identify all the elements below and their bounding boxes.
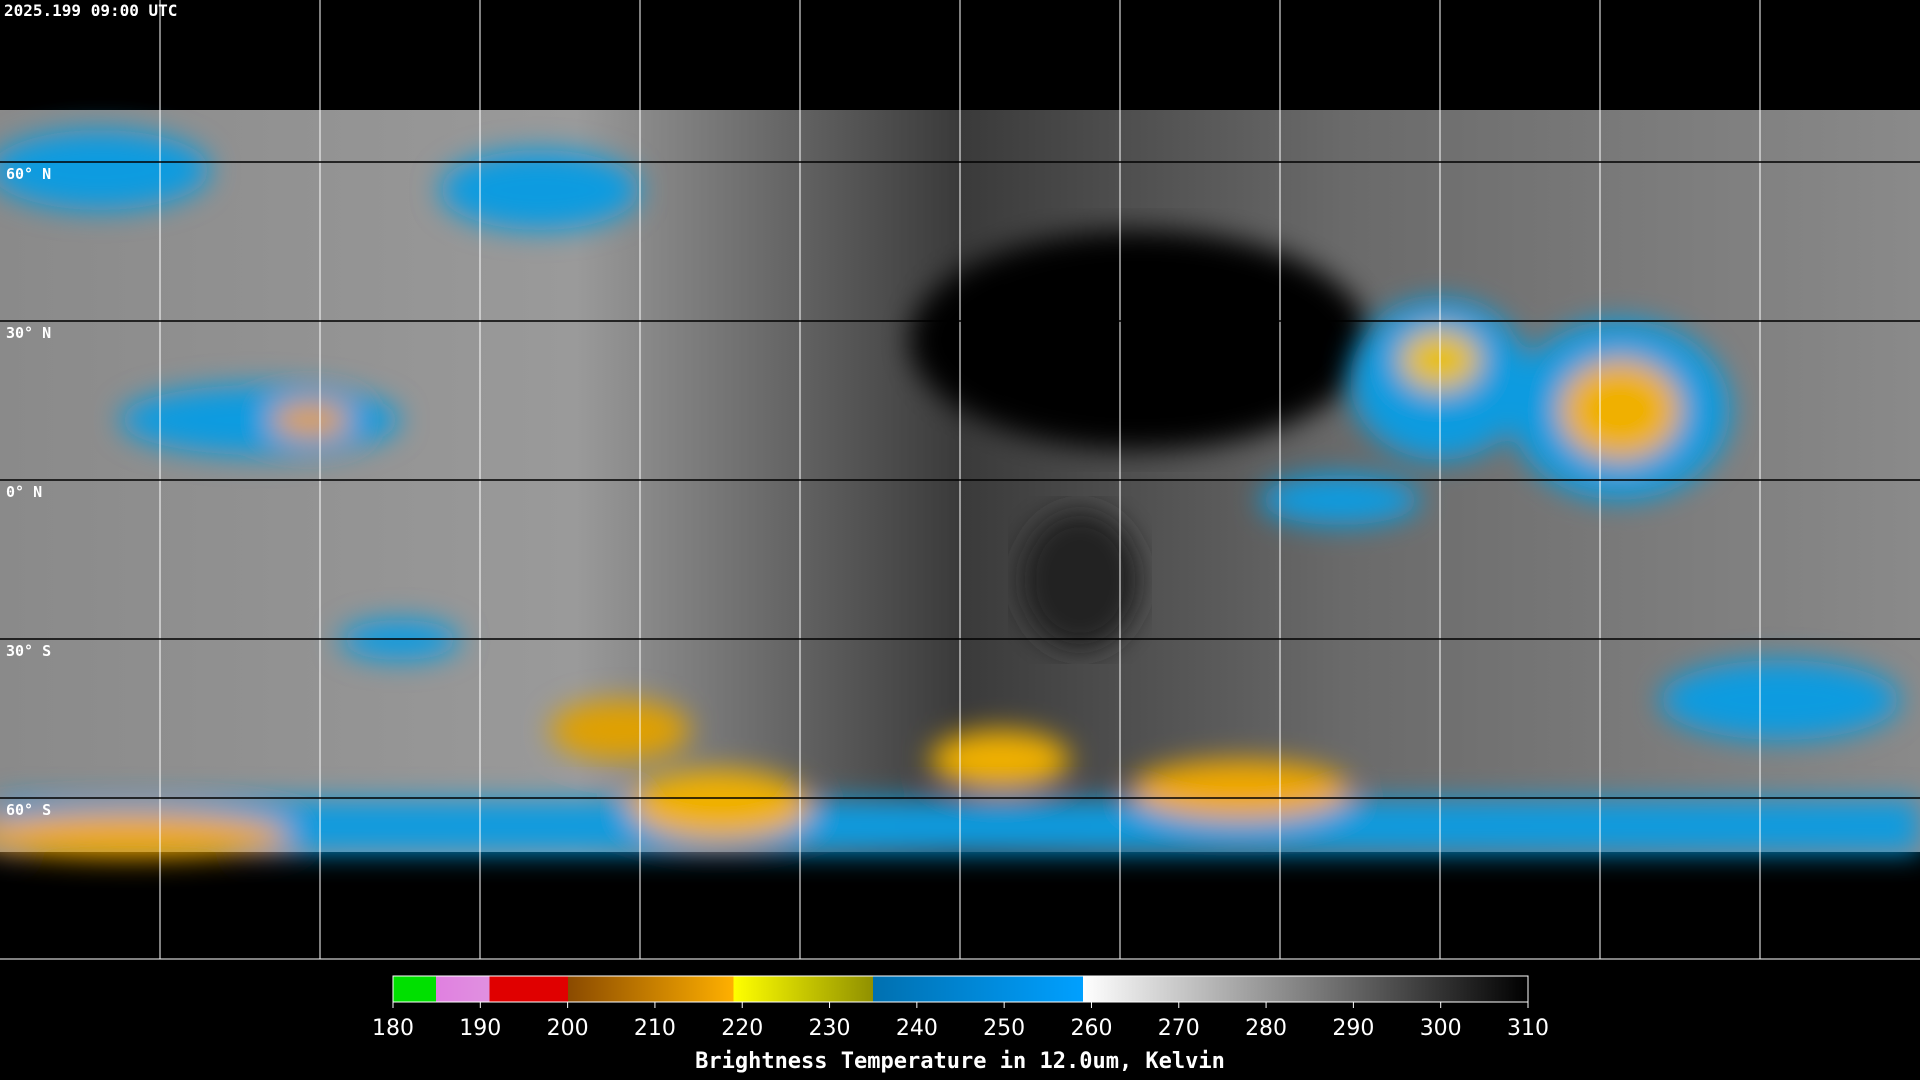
latitude-label: 60° N [6, 165, 51, 183]
colorbar-tick-label: 210 [634, 1016, 676, 1041]
dry-region [1020, 510, 1140, 650]
latitude-label: 60° S [6, 801, 51, 819]
colorbar-tick-label: 300 [1420, 1016, 1462, 1041]
colorbar-title: Brightness Temperature in 12.0um, Kelvin [695, 1049, 1225, 1074]
colorbar-tick-label: 200 [547, 1016, 589, 1041]
colorbar-tick-label: 310 [1507, 1016, 1549, 1041]
colorbar-tick-label: 240 [896, 1016, 938, 1041]
dry-region [910, 230, 1370, 450]
colorbar: Brightness Temperature in 12.0um, Kelvin… [372, 975, 1549, 1074]
latitude-labels: 60° N 30° N 0° N 30° S 60° S [6, 165, 51, 819]
colorbar-tick-label: 260 [1070, 1016, 1112, 1041]
colorbar-tick-label: 250 [983, 1016, 1025, 1041]
graticule [0, 0, 1920, 960]
colorbar-tick-label: 280 [1245, 1016, 1287, 1041]
colorbar-tick-label: 180 [372, 1016, 414, 1041]
latitude-label: 30° N [6, 324, 51, 342]
colorbar-tick-label: 270 [1158, 1016, 1200, 1041]
colorbar-tick-label: 290 [1332, 1016, 1374, 1041]
colorbar-tick-label: 220 [721, 1016, 763, 1041]
latitude-label: 0° N [6, 483, 42, 501]
colorbar-ramp [392, 975, 1529, 1003]
timestamp: 2025.199 09:00 UTC [4, 1, 177, 20]
colorbar-tick-label: 190 [459, 1016, 501, 1041]
latitude-label: 30° S [6, 642, 51, 660]
colorbar-tick-label: 230 [809, 1016, 851, 1041]
